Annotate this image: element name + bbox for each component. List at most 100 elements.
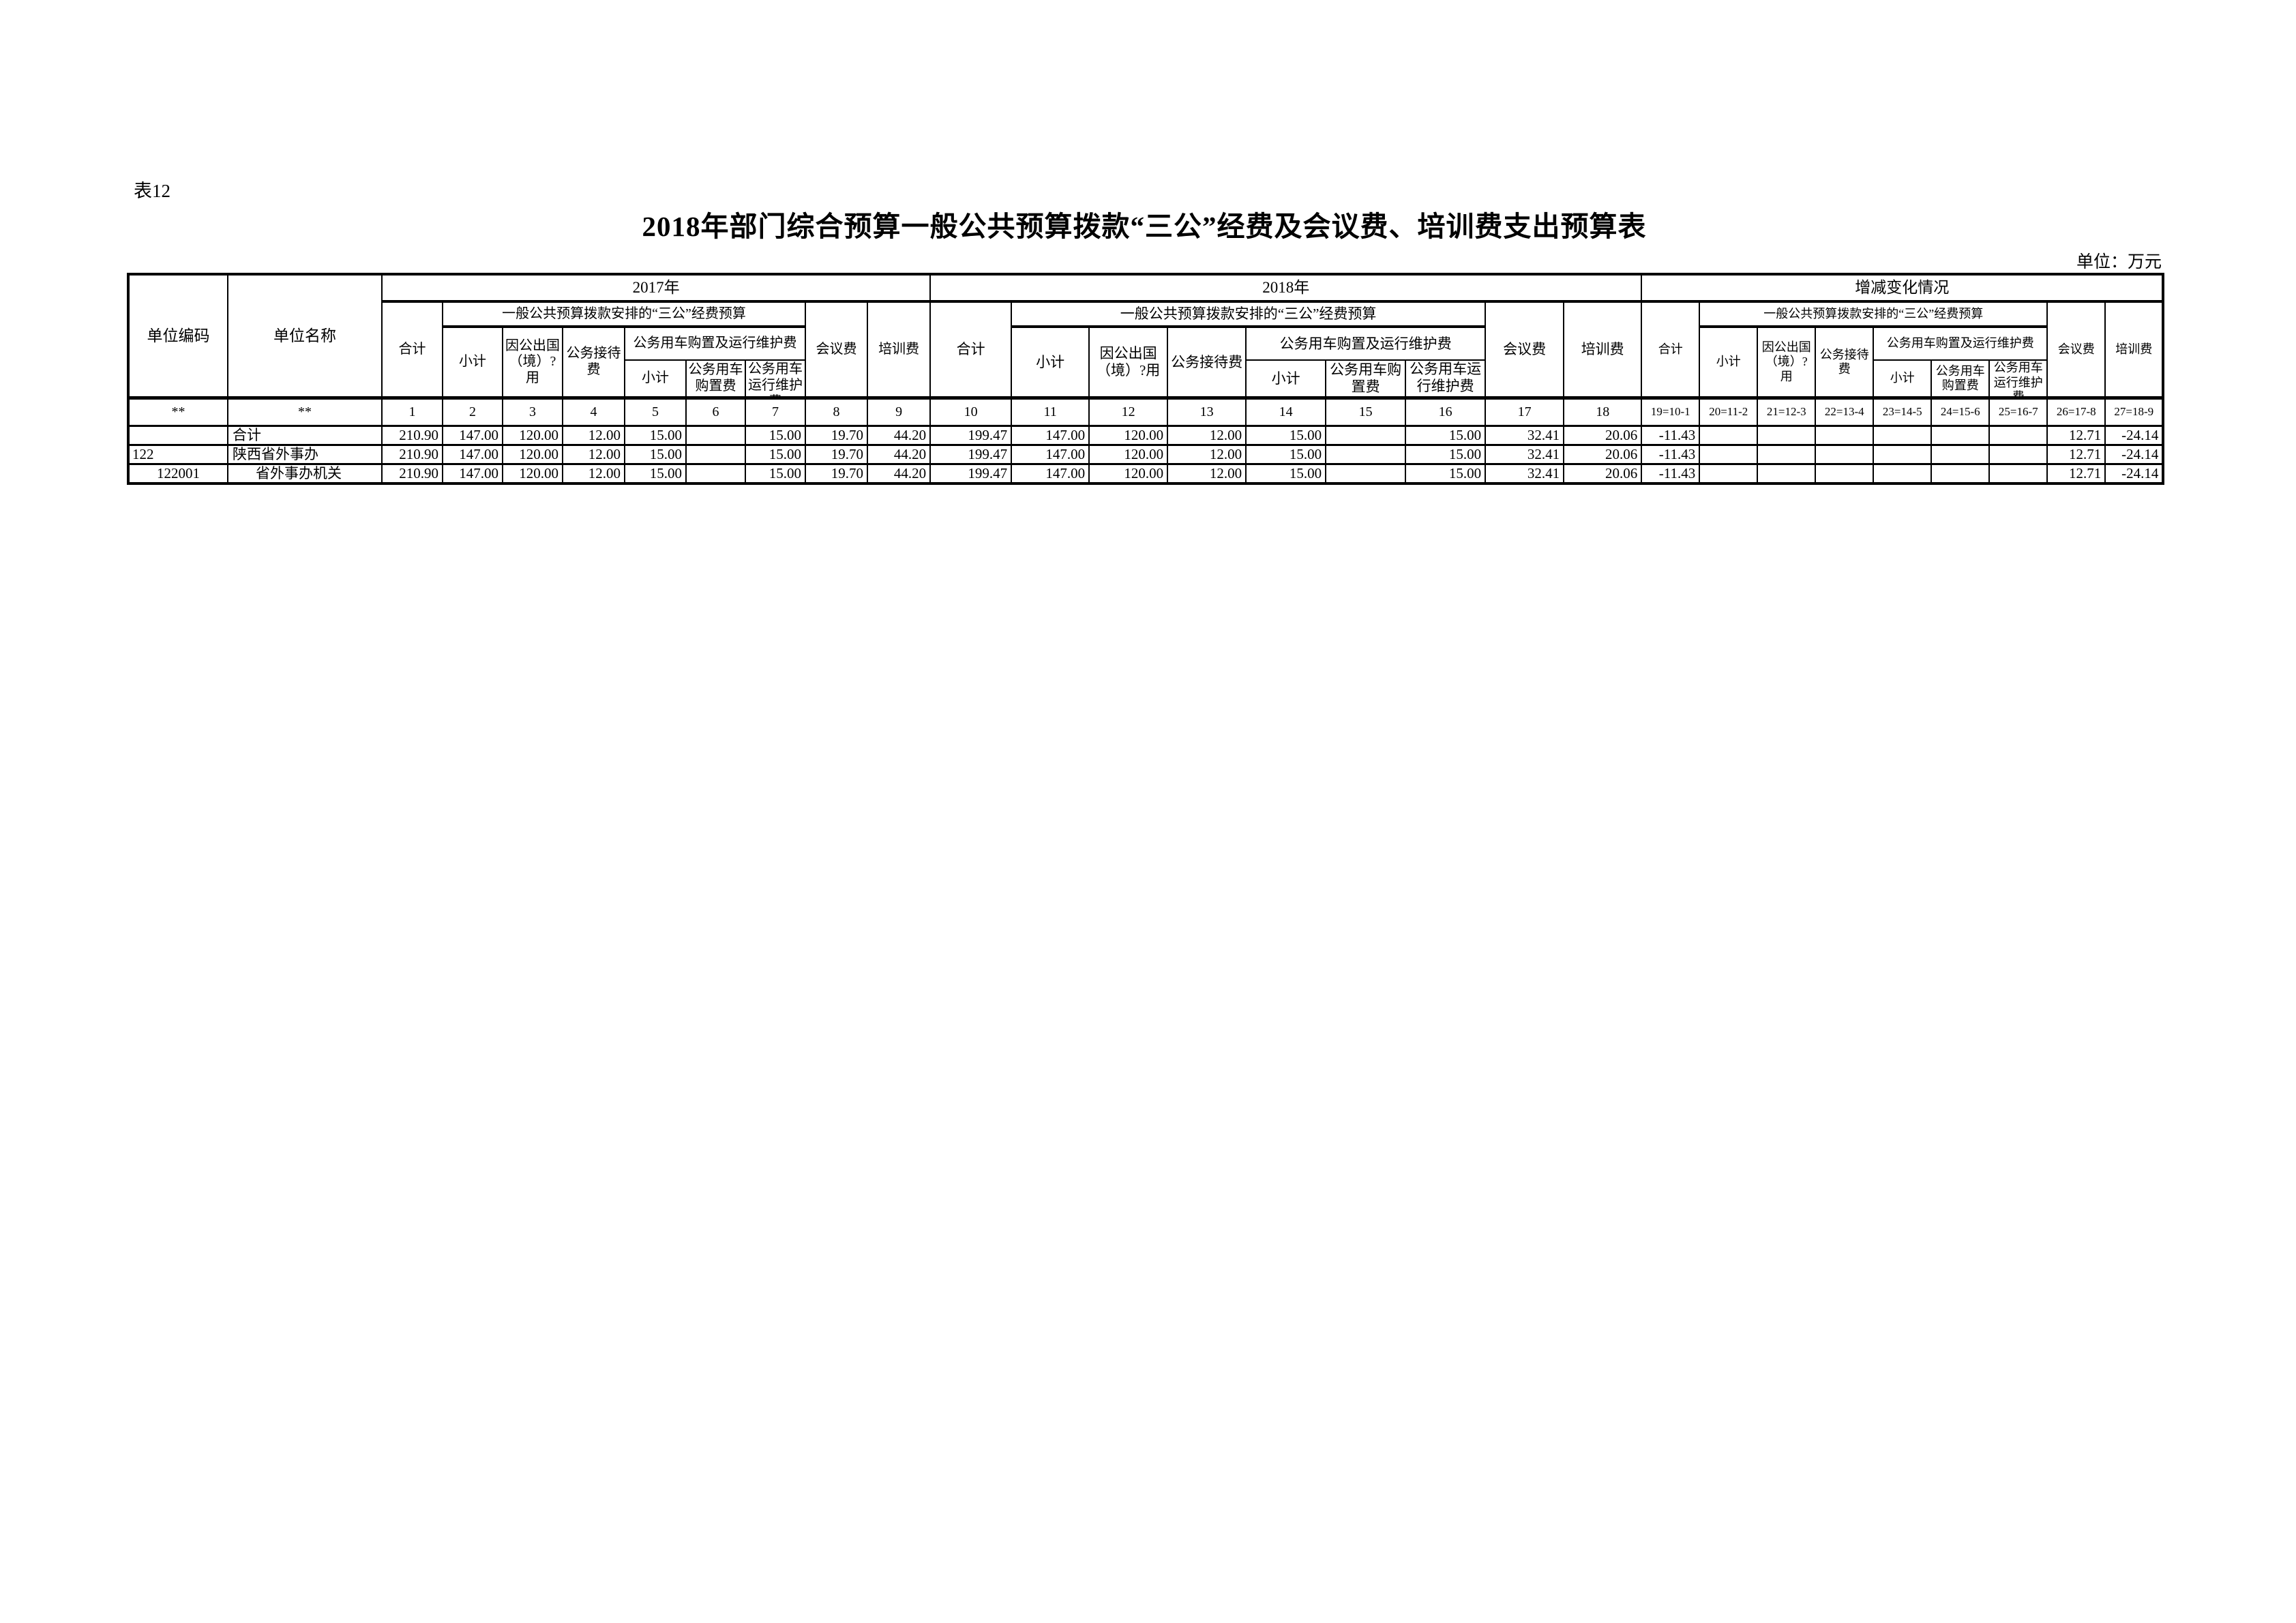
col-header-abroad: 因公出国 （境）? 用 bbox=[1757, 326, 1817, 399]
col-header-subtotal: 小计 bbox=[1699, 326, 1759, 399]
col-header-total: 合计 bbox=[929, 301, 1013, 399]
unit-name-cell: 陕西省外事办 bbox=[227, 444, 383, 465]
column-number: 2 bbox=[442, 396, 503, 427]
header-row-years: 单位编码 单位名称 2017年 2018年 增减变化情况 bbox=[128, 273, 2164, 400]
table-row: 122001 省外事办机关 210.90 147.00 120.00 12.00 15.00… bbox=[128, 463, 2164, 484]
value-cell: 12.00 bbox=[1167, 463, 1247, 484]
value-cell: 32.41 bbox=[1485, 425, 1565, 446]
col-header-reception: 公务接待费 bbox=[1167, 326, 1247, 399]
value-cell bbox=[1815, 444, 1875, 465]
column-number: 3 bbox=[502, 396, 563, 427]
col-header-conference: 会议费 bbox=[2046, 301, 2106, 399]
value-cell: -24.14 bbox=[2104, 425, 2164, 446]
value-cell bbox=[1873, 444, 1933, 465]
value-cell bbox=[1930, 425, 1991, 446]
col-header-vehicle-group: 公务用车购置及运行维护费 bbox=[624, 326, 806, 361]
col-header-subtotal: 小计 bbox=[1011, 326, 1090, 399]
value-cell: 19.70 bbox=[805, 463, 868, 484]
value-cell bbox=[1988, 444, 2048, 465]
unit-name-header: 单位名称 bbox=[227, 273, 383, 400]
value-cell: -11.43 bbox=[1641, 444, 1701, 465]
col-header-vehicle-maintenance-text: 公务用车运 行维护费 bbox=[1410, 361, 1482, 395]
unit-code-cell: 122001 bbox=[128, 463, 228, 484]
column-number: 25=16-7 bbox=[1988, 396, 2048, 427]
column-number: 7 bbox=[745, 396, 806, 427]
col-header-training: 培训费 bbox=[2104, 301, 2164, 399]
column-number-row: ** ** 1 2 3 4 5 6 7 8 9 10 11 12 13 14 15 16 17 18 19=10-1 20… bbox=[128, 396, 2164, 427]
value-cell: 147.00 bbox=[1011, 425, 1090, 446]
value-cell: 15.00 bbox=[624, 425, 687, 446]
value-cell bbox=[1325, 425, 1407, 446]
column-number: 18 bbox=[1563, 396, 1643, 427]
column-number: 22=13-4 bbox=[1815, 396, 1875, 427]
value-cell: 12.00 bbox=[562, 463, 625, 484]
value-cell bbox=[685, 444, 746, 465]
value-cell: 32.41 bbox=[1485, 444, 1565, 465]
value-cell bbox=[1988, 463, 2048, 484]
value-cell: 19.70 bbox=[805, 444, 868, 465]
col-header-vehicle-maintenance: 公务用车 运行维护 费 bbox=[1988, 359, 2048, 399]
column-number: 24=15-6 bbox=[1930, 396, 1991, 427]
value-cell: 15.00 bbox=[1405, 444, 1487, 465]
value-cell: 20.06 bbox=[1563, 444, 1643, 465]
col-header-abroad: 因公出国 （境）?用 bbox=[1088, 326, 1169, 399]
column-number: 20=11-2 bbox=[1699, 396, 1759, 427]
col-header-vehicle-subtotal: 小计 bbox=[1873, 359, 1933, 399]
column-number: 14 bbox=[1245, 396, 1327, 427]
value-cell bbox=[1757, 444, 1817, 465]
unit-code-cell: 122 bbox=[128, 444, 228, 465]
value-cell bbox=[685, 463, 746, 484]
value-cell: 120.00 bbox=[1088, 425, 1169, 446]
unit-note: 单位：万元 bbox=[2076, 253, 2162, 271]
value-cell: 120.00 bbox=[1088, 463, 1169, 484]
value-cell: 44.20 bbox=[866, 444, 931, 465]
value-cell: 32.41 bbox=[1485, 463, 1565, 484]
column-number: 23=14-5 bbox=[1873, 396, 1933, 427]
year-header: 2018年 bbox=[929, 273, 1643, 303]
value-cell bbox=[685, 425, 746, 446]
column-number: 13 bbox=[1167, 396, 1247, 427]
value-cell: 44.20 bbox=[866, 425, 931, 446]
col-header-vehicle-subtotal: 小计 bbox=[624, 359, 687, 399]
value-cell bbox=[1325, 444, 1407, 465]
value-cell: 12.00 bbox=[562, 425, 625, 446]
col-header-total: 合计 bbox=[1641, 301, 1701, 399]
value-cell bbox=[1815, 425, 1875, 446]
col-header-conference: 会议费 bbox=[805, 301, 868, 399]
column-number-corner: ** bbox=[128, 396, 228, 427]
value-cell: 210.90 bbox=[381, 425, 443, 446]
value-cell: 15.00 bbox=[1245, 444, 1327, 465]
value-cell: 44.20 bbox=[866, 463, 931, 484]
value-cell: 12.71 bbox=[2046, 444, 2106, 465]
table-number-label: 表12 bbox=[134, 181, 170, 201]
col-header-reception: 公务接待 费 bbox=[562, 326, 625, 399]
value-cell: 12.00 bbox=[1167, 444, 1247, 465]
value-cell: 15.00 bbox=[745, 425, 806, 446]
col-header-conference: 会议费 bbox=[1485, 301, 1565, 399]
column-number: 15 bbox=[1325, 396, 1407, 427]
column-number: 5 bbox=[624, 396, 687, 427]
value-cell: 120.00 bbox=[502, 444, 563, 465]
value-cell bbox=[1873, 463, 1933, 484]
value-cell: 120.00 bbox=[502, 463, 563, 484]
value-cell: 120.00 bbox=[1088, 444, 1169, 465]
sangong-group-header: 一般公共预算拨款安排的“三公”经费预算 bbox=[442, 301, 806, 328]
value-cell: 12.00 bbox=[1167, 425, 1247, 446]
column-number: 19=10-1 bbox=[1641, 396, 1701, 427]
value-cell bbox=[1988, 425, 2048, 446]
col-header-vehicle-group: 公务用车购置及运行维护费 bbox=[1873, 326, 2048, 361]
value-cell bbox=[1699, 425, 1759, 446]
value-cell: 199.47 bbox=[929, 444, 1013, 465]
col-header-vehicle-purchase: 公务用车 购置费 bbox=[1930, 359, 1991, 399]
value-cell: 12.71 bbox=[2046, 463, 2106, 484]
col-header-training: 培训费 bbox=[1563, 301, 1643, 399]
col-header-vehicle-maintenance-text: 公务用车 运行维护 费 bbox=[1993, 361, 2043, 396]
value-cell: 19.70 bbox=[805, 425, 868, 446]
value-cell: -11.43 bbox=[1641, 425, 1701, 446]
value-cell: 147.00 bbox=[1011, 444, 1090, 465]
header-row-categories: 小计 因公出国 （境）? 用公务接待 费公务用车购置及运行维护费 小计 因公出国 （境… bbox=[128, 326, 2163, 399]
column-number: 6 bbox=[685, 396, 746, 427]
value-cell: 20.06 bbox=[1563, 425, 1643, 446]
page-title: 2018年部门综合预算一般公共预算拨款“三公”经费及会议费、培训费支出预算表 bbox=[642, 211, 1647, 242]
